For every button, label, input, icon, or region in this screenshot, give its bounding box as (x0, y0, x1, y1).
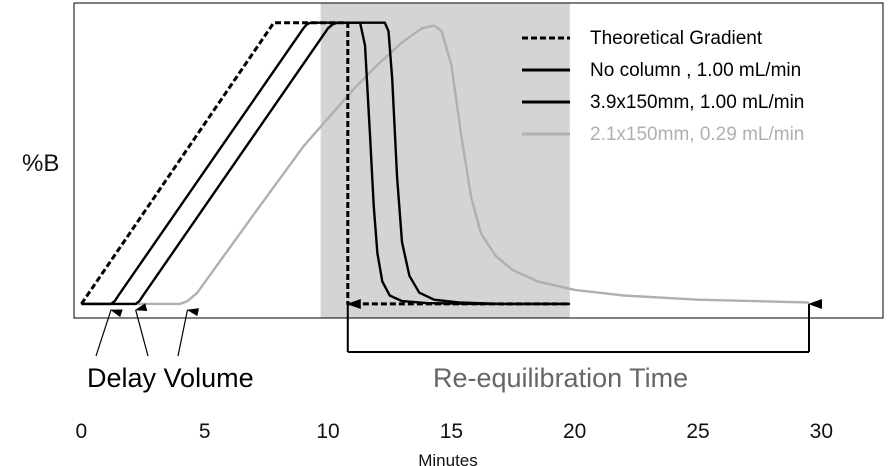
x-tick-label: 20 (563, 420, 586, 443)
reequilibration-shaded-region (320, 3, 570, 318)
x-axis-ticks: 0 5 10 15 20 25 30 (76, 420, 833, 443)
legend-entry-2: 3.9x150mm, 1.00 mL/min (590, 92, 804, 113)
x-tick-label: 5 (199, 420, 211, 443)
x-tick-label: 10 (316, 420, 339, 443)
legend-entry-3: 2.1x150mm, 0.29 mL/min (590, 124, 804, 145)
legend: Theoretical Gradient No column , 1.00 mL/… (522, 28, 804, 145)
delay-volume-arrow-2 (177, 308, 200, 357)
delay-volume-label: Delay Volume (87, 363, 254, 393)
series-line-2 (81, 21, 570, 306)
annotation-layer (95, 299, 823, 357)
reequilibration-time-label: Re-equilibration Time (433, 363, 688, 393)
series-line-1 (81, 21, 570, 306)
series-layer (80, 21, 810, 306)
legend-entry-0: Theoretical Gradient (590, 28, 763, 49)
y-axis-label: %B (22, 150, 59, 177)
series-line-0 (80, 21, 570, 306)
delay-volume-arrow-0 (95, 309, 123, 357)
x-tick-label: 30 (810, 420, 833, 443)
x-axis-label: Minutes (418, 451, 478, 466)
delay-volume-arrow-1 (134, 303, 149, 357)
plot-frame (73, 2, 884, 319)
x-tick-label: 25 (686, 420, 709, 443)
x-tick-label: 0 (76, 420, 88, 443)
legend-entry-1: No column , 1.00 mL/min (590, 60, 801, 81)
x-tick-label: 15 (440, 420, 463, 443)
series-line-3 (81, 24, 810, 306)
